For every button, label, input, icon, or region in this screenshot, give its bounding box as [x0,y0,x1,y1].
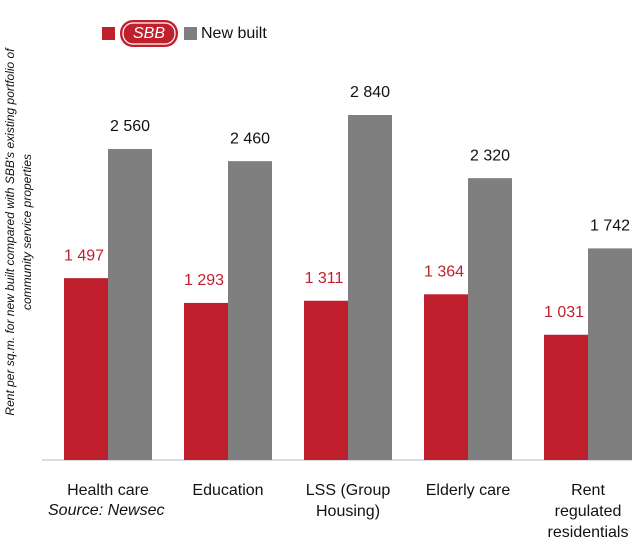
x-tick-label: LSS (Group Housing) [305,482,391,520]
value-label: 1 293 [184,272,224,289]
x-tick-label: Education [192,482,264,499]
bar [424,294,468,460]
bar [108,149,152,460]
value-label: 1 497 [64,247,104,264]
bar [64,278,108,460]
x-tick-label: Health care [67,482,149,499]
bar [304,300,348,460]
legend-swatch [184,27,197,40]
bar [184,302,228,460]
value-label: 2 320 [470,147,510,164]
value-label: 1 031 [544,304,584,321]
x-tick-label: Elderly care [425,482,511,499]
bar [228,161,272,460]
value-label: 1 311 [305,270,344,287]
bar [468,178,512,461]
bar [348,115,392,460]
y-axis-label: Rent per sq.m. for new built compared wi… [3,47,17,416]
bar [588,248,632,460]
x-tick-label: Rent regulated residentials [547,482,629,541]
value-label: 2 460 [230,130,270,147]
value-label: 1 364 [424,264,464,281]
legend-label: SBB [133,25,165,42]
value-label: 2 840 [350,84,390,101]
legend-logo [120,20,178,47]
legend-logo-ring [122,22,176,45]
legend-label: New built [201,25,267,42]
value-label: 1 742 [590,218,630,235]
legend-swatch [102,27,115,40]
y-axis-label: community service properties [20,154,34,310]
value-label: 2 560 [110,118,150,135]
source: Source: Newsec [48,502,165,519]
bar [544,334,588,460]
